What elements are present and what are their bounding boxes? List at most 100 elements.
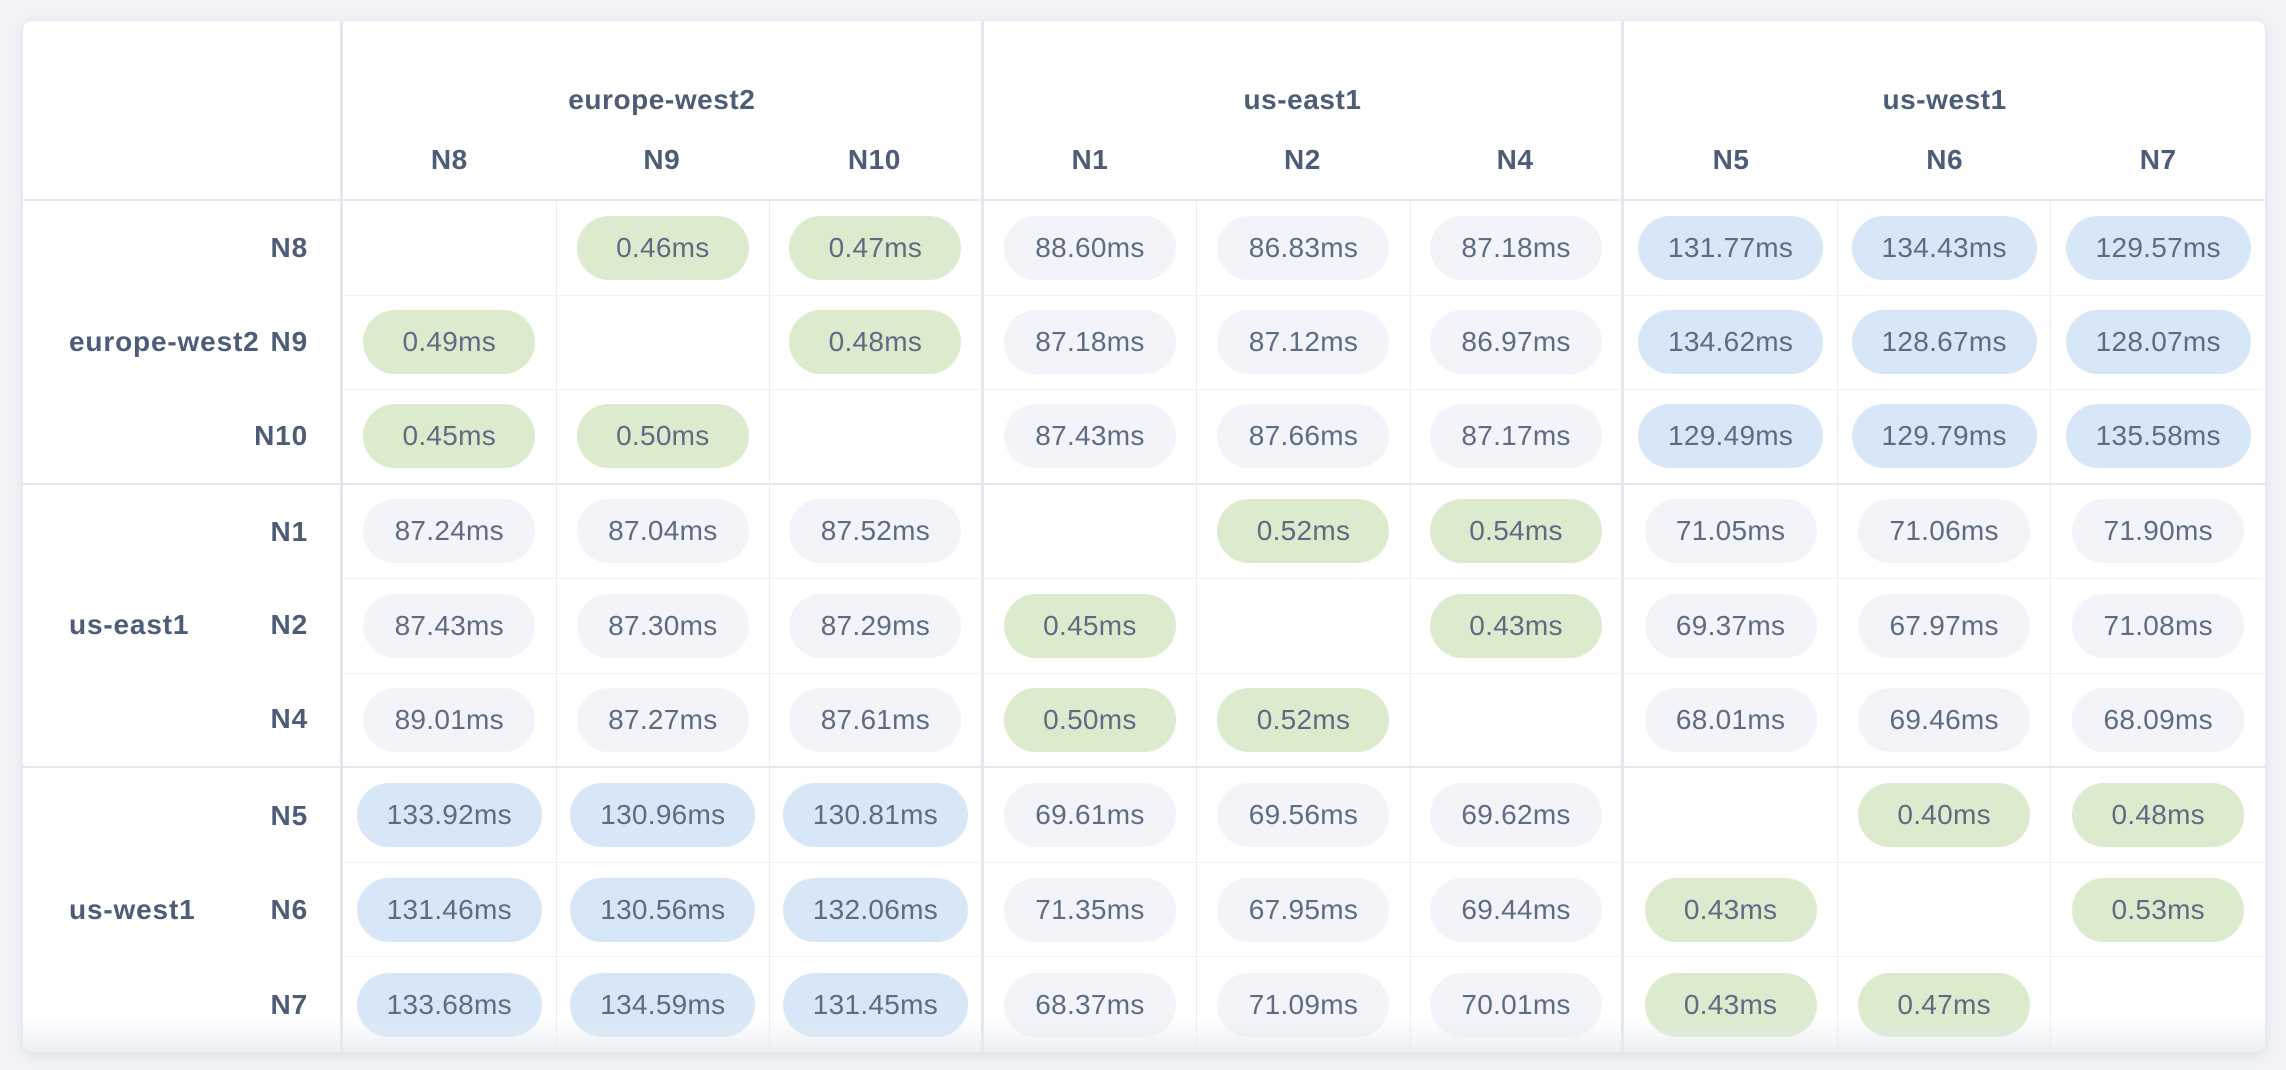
latency-badge-N1-N4[interactable]: 0.54ms: [1430, 499, 1603, 564]
cell-N10-N7: 135.58ms: [2051, 390, 2265, 485]
column-node-headers: N8 N9 N10: [343, 143, 981, 177]
latency-badge-N7-N10[interactable]: 131.45ms: [782, 972, 968, 1037]
cell-N1-N2: 0.52ms: [1197, 484, 1411, 580]
latency-badge-N9-N7[interactable]: 128.07ms: [2065, 310, 2251, 375]
latency-badge-N5-N4[interactable]: 69.62ms: [1430, 783, 1603, 848]
latency-badge-N8-N5[interactable]: 131.77ms: [1637, 215, 1824, 280]
latency-badge-N2-N9[interactable]: 87.30ms: [576, 593, 749, 658]
cell-N10-N2: 87.66ms: [1197, 390, 1411, 485]
latency-badge-N6-N4[interactable]: 69.44ms: [1430, 877, 1603, 942]
latency-badge-N1-N9[interactable]: 87.04ms: [576, 499, 749, 564]
cell-N1-N6: 71.06ms: [1837, 484, 2052, 580]
latency-badge-N5-N10[interactable]: 130.81ms: [782, 783, 968, 848]
cell-N10-N8: 0.45ms: [343, 390, 557, 485]
latency-badge-N5-N2[interactable]: 69.56ms: [1217, 783, 1390, 848]
cell-N10-N9: 0.50ms: [556, 390, 771, 485]
latency-badge-N2-N7[interactable]: 71.08ms: [2072, 593, 2245, 658]
latency-badge-N5-N8[interactable]: 133.92ms: [356, 783, 542, 848]
latency-badge-N4-N7[interactable]: 68.09ms: [2072, 688, 2245, 753]
latency-badge-N9-N10[interactable]: 0.48ms: [789, 310, 962, 375]
latency-badge-N5-N9[interactable]: 130.96ms: [570, 783, 756, 848]
latency-badge-N4-N6[interactable]: 69.46ms: [1858, 688, 2031, 753]
latency-badge-N2-N8[interactable]: 87.43ms: [363, 593, 536, 658]
latency-badge-N6-N7[interactable]: 0.53ms: [2072, 877, 2245, 942]
latency-badge-N9-N6[interactable]: 128.67ms: [1851, 310, 2037, 375]
latency-badge-N7-N6[interactable]: 0.47ms: [1858, 972, 2031, 1037]
latency-badge-N9-N1[interactable]: 87.18ms: [1003, 310, 1176, 375]
latency-badge-N4-N1[interactable]: 0.50ms: [1003, 688, 1176, 753]
latency-badge-N5-N6[interactable]: 0.40ms: [1858, 783, 2031, 848]
latency-badge-N7-N1[interactable]: 68.37ms: [1003, 972, 1176, 1037]
latency-badge-N1-N5[interactable]: 71.05ms: [1644, 499, 1817, 564]
latency-badge-N5-N7[interactable]: 0.48ms: [2072, 783, 2245, 848]
latency-badge-N2-N10[interactable]: 87.29ms: [789, 593, 962, 658]
latency-badge-N10-N7[interactable]: 135.58ms: [2065, 404, 2251, 469]
column-group-title: europe-west2: [568, 84, 756, 115]
row-node-headers: N5 N6 N7: [23, 768, 340, 1052]
column-header-N1: N1: [1071, 144, 1109, 175]
row-group-europe-west2: europe-west2 N8 N9 N10: [23, 201, 343, 485]
cell-N8-N5: 131.77ms: [1624, 201, 1838, 296]
latency-badge-N4-N9[interactable]: 87.27ms: [576, 688, 749, 753]
latency-badge-N6-N5[interactable]: 0.43ms: [1644, 877, 1817, 942]
latency-badge-N9-N2[interactable]: 87.12ms: [1217, 310, 1390, 375]
latency-badge-N1-N10[interactable]: 87.52ms: [789, 499, 962, 564]
cell-N1-N7: 71.90ms: [2051, 484, 2265, 580]
latency-badge-N8-N10[interactable]: 0.47ms: [789, 215, 962, 280]
latency-badge-N6-N8[interactable]: 131.46ms: [356, 877, 542, 942]
latency-badge-N9-N8[interactable]: 0.49ms: [363, 310, 536, 375]
cell-N7-N6: 0.47ms: [1837, 957, 2052, 1052]
latency-badge-N9-N5[interactable]: 134.62ms: [1637, 310, 1824, 375]
latency-badge-N8-N1[interactable]: 88.60ms: [1003, 215, 1176, 280]
latency-badge-N2-N5[interactable]: 69.37ms: [1644, 593, 1817, 658]
latency-badge-N2-N4[interactable]: 0.43ms: [1430, 593, 1603, 658]
latency-badge-N1-N8[interactable]: 87.24ms: [363, 499, 536, 564]
cell-N2-N8: 87.43ms: [343, 579, 557, 674]
latency-badge-N7-N2[interactable]: 71.09ms: [1217, 972, 1390, 1037]
latency-badge-N4-N5[interactable]: 68.01ms: [1644, 688, 1817, 753]
latency-badge-N10-N9[interactable]: 0.50ms: [576, 404, 749, 469]
latency-badge-N8-N6[interactable]: 134.43ms: [1851, 215, 2037, 280]
latency-badge-N7-N8[interactable]: 133.68ms: [356, 972, 542, 1037]
row-header-N8: N8: [270, 231, 308, 263]
latency-badge-N4-N8[interactable]: 89.01ms: [363, 688, 536, 753]
column-group-europe-west2: europe-west2 N8 N9 N10: [343, 21, 984, 201]
latency-badge-N9-N4[interactable]: 86.97ms: [1430, 310, 1603, 375]
latency-badge-N8-N2[interactable]: 86.83ms: [1217, 215, 1390, 280]
latency-badge-N10-N1[interactable]: 87.43ms: [1003, 404, 1176, 469]
latency-badge-N10-N4[interactable]: 87.17ms: [1430, 404, 1603, 469]
cell-N10-N10: [770, 390, 984, 485]
latency-badge-N7-N4[interactable]: 70.01ms: [1430, 972, 1603, 1037]
latency-badge-N7-N5[interactable]: 0.43ms: [1644, 972, 1817, 1037]
cell-N7-N4: 70.01ms: [1410, 957, 1625, 1052]
latency-badge-N1-N7[interactable]: 71.90ms: [2072, 499, 2245, 564]
latency-badge-N10-N5[interactable]: 129.49ms: [1637, 404, 1824, 469]
latency-badge-N1-N6[interactable]: 71.06ms: [1858, 499, 2031, 564]
latency-badge-N10-N8[interactable]: 0.45ms: [363, 404, 536, 469]
latency-badge-N7-N9[interactable]: 134.59ms: [570, 972, 756, 1037]
latency-badge-N8-N7[interactable]: 129.57ms: [2065, 215, 2251, 280]
latency-badge-N1-N2[interactable]: 0.52ms: [1217, 499, 1390, 564]
cell-N7-N9: 134.59ms: [556, 957, 771, 1052]
latency-badge-N6-N2[interactable]: 67.95ms: [1217, 877, 1390, 942]
cell-N4-N1: 0.50ms: [983, 673, 1198, 769]
cell-N7-N1: 68.37ms: [983, 957, 1198, 1052]
latency-badge-N2-N1[interactable]: 0.45ms: [1003, 593, 1176, 658]
cell-N6-N6: [1837, 862, 2052, 958]
cell-N4-N8: 89.01ms: [343, 673, 557, 769]
column-header-N2: N2: [1284, 144, 1321, 175]
latency-badge-N4-N2[interactable]: 0.52ms: [1217, 688, 1390, 753]
cell-N1-N4: 0.54ms: [1410, 484, 1625, 580]
latency-badge-N4-N10[interactable]: 87.61ms: [789, 688, 962, 753]
latency-badge-N6-N1[interactable]: 71.35ms: [1003, 877, 1176, 942]
latency-badge-N6-N10[interactable]: 132.06ms: [782, 877, 968, 942]
latency-badge-N2-N6[interactable]: 67.97ms: [1858, 593, 2031, 658]
latency-badge-N8-N9[interactable]: 0.46ms: [576, 215, 749, 280]
cell-N6-N1: 71.35ms: [983, 862, 1198, 958]
latency-badge-N6-N9[interactable]: 130.56ms: [570, 877, 756, 942]
latency-badge-N10-N6[interactable]: 129.79ms: [1851, 404, 2037, 469]
latency-badge-N10-N2[interactable]: 87.66ms: [1217, 404, 1390, 469]
latency-badge-N5-N1[interactable]: 69.61ms: [1003, 783, 1176, 848]
cell-N7-N7: [2051, 957, 2265, 1052]
latency-badge-N8-N4[interactable]: 87.18ms: [1430, 215, 1603, 280]
